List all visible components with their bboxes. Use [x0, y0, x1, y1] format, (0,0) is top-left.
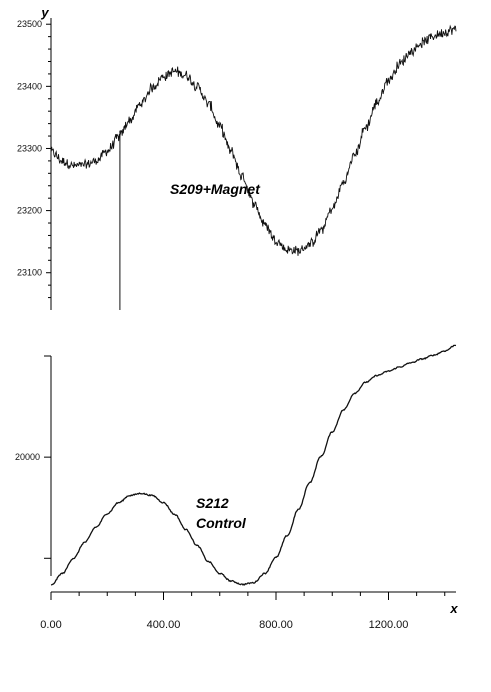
bottom-panel: 20000 0.00 400.00 800.00 1200.00 x S212 Control: [15, 344, 458, 631]
bottom-x-axis-label: x: [449, 601, 458, 616]
top-y-tick-label: 23400: [17, 81, 42, 91]
top-y-tick-label: 23500: [17, 19, 42, 29]
top-panel: y 23100 23200 23300 23400 23500 S209+Magnet: [17, 5, 457, 310]
bottom-y-tick-label: 20000: [15, 452, 40, 462]
top-y-tick-label: 23100: [17, 268, 42, 278]
bottom-series-line: [50, 344, 457, 586]
top-y-tick-label: 23200: [17, 206, 42, 216]
top-series-line: [50, 24, 457, 256]
bottom-x-tick-label: 400.00: [147, 619, 181, 631]
bottom-annotation-line2: Control: [196, 515, 247, 531]
bottom-x-tick-label: 800.00: [259, 619, 293, 631]
bottom-x-tick-label: 1200.00: [369, 619, 409, 631]
top-y-tick-label: 23300: [17, 143, 42, 153]
top-y-axis-label: y: [40, 5, 49, 20]
bottom-annotation-line1: S212: [196, 495, 229, 511]
bottom-x-tick-label: 0.00: [40, 619, 61, 631]
top-annotation: S209+Magnet: [170, 181, 261, 197]
